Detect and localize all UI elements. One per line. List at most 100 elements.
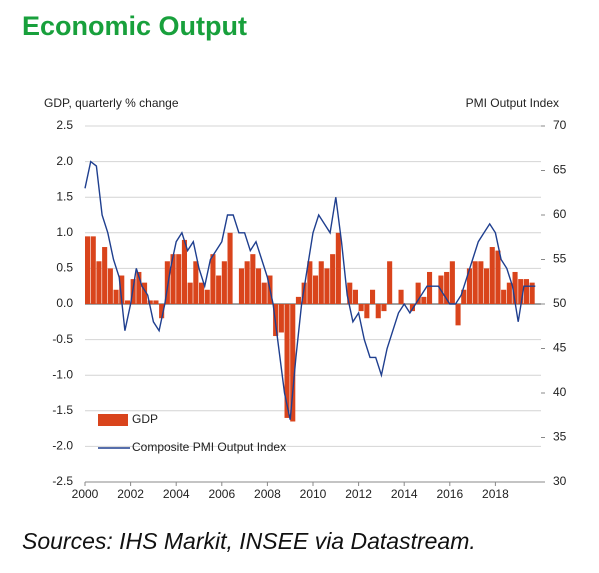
y-tick-label: 1.5 [56,189,73,203]
bar [153,300,159,304]
bar [119,275,125,304]
bar [421,296,427,304]
bar [278,304,284,333]
bar [227,232,233,304]
bar [216,275,222,304]
bar [256,268,262,304]
bar [136,271,142,304]
y2-tick-label: 50 [553,296,567,310]
y-tick-label: 0.0 [56,296,73,310]
bar [512,271,518,304]
bar [147,300,153,304]
y-tick-label: -2.0 [52,439,73,453]
bar [176,254,182,304]
bar [449,261,455,304]
y-tick-label: 1.0 [56,225,73,239]
bar [370,289,376,304]
bar [124,300,130,304]
bar [381,304,387,312]
bar [181,239,187,304]
bar [444,271,450,304]
bar [250,254,256,304]
bar [398,289,404,304]
bar [102,247,108,304]
y2-tick-label: 70 [553,118,567,132]
bar [455,304,461,326]
bar [85,236,91,304]
bar [290,304,296,422]
bar [113,289,119,304]
x-tick-label: 2016 [436,487,463,501]
bar [210,254,216,304]
bar [295,296,301,304]
line [84,160,536,420]
y-tick-label: -1.0 [52,367,73,381]
bar [199,282,205,304]
bar [170,254,176,304]
chart-title: Economic Output [22,11,247,41]
bar [461,289,467,304]
x-tick-label: 2000 [72,487,99,501]
bar [90,236,96,304]
bar [313,275,319,304]
bar [324,268,330,304]
legend-label: GDP [132,412,158,426]
y-tick-label: -1.5 [52,403,73,417]
legend-label: Composite PMI Output Index [132,440,286,454]
y-tick-label: -0.5 [52,332,73,346]
bar [96,261,102,304]
bar [261,282,267,304]
x-tick-label: 2012 [345,487,372,501]
bar [347,282,353,304]
bar [523,279,529,304]
source: Sources: IHS Markit, INSEE via Datastrea… [22,528,476,554]
bar [364,304,370,319]
y2-tick-label: 65 [553,163,567,177]
bar [204,289,210,304]
x-tick-label: 2006 [208,487,235,501]
bar [472,261,478,304]
bar [529,282,535,304]
bar [478,261,484,304]
y-tick-label: 2.5 [56,118,73,132]
bar [466,268,472,304]
bar [159,304,165,319]
x-tick-label: 2010 [300,487,327,501]
bar [358,304,364,312]
bar [307,261,313,304]
legend-swatch [98,414,128,426]
y2-tick-label: 45 [553,341,567,355]
y-tick-label: 2.0 [56,154,73,168]
bar [501,289,507,304]
bar [489,247,495,304]
bar [142,282,148,304]
y-tick-label: 0.5 [56,261,73,275]
bar [415,282,421,304]
x-tick-label: 2014 [391,487,418,501]
y2-tick-label: 35 [553,430,567,444]
bar [164,261,170,304]
x-tick-label: 2004 [163,487,190,501]
y2-tick-label: 55 [553,252,567,266]
bar [409,304,415,312]
y2-tick-label: 30 [553,474,567,488]
bar [495,250,501,304]
bar [187,282,193,304]
y-axis-label: GDP, quarterly % change [44,96,179,110]
bar [284,304,290,418]
bar [427,271,433,304]
bar [107,268,113,304]
bar [518,279,524,304]
bar [221,261,227,304]
y-tick-label: -2.5 [52,474,73,488]
y2-tick-label: 40 [553,385,567,399]
bar [318,261,324,304]
bar [484,268,490,304]
y2-tick-label: 60 [553,207,567,221]
y2-axis-label: PMI Output Index [466,96,559,110]
bar [193,261,199,304]
bar [387,261,393,304]
bar [506,282,512,304]
bar [352,289,358,304]
